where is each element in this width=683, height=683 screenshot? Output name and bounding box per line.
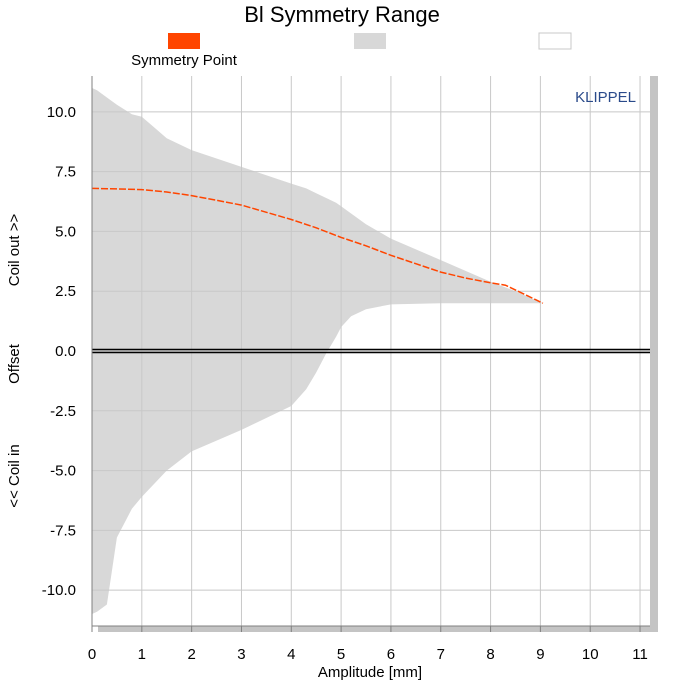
x-tick-label: 0 <box>88 646 96 663</box>
symmetry-point-line <box>91 187 544 304</box>
x-tick-label: 11 <box>632 646 648 663</box>
y-tick-label: -7.5 <box>50 522 76 539</box>
legend-swatch-0 <box>168 33 200 49</box>
y-tick-labels: -10.0 -7.5 -5.0 -2.5 0.0 2.5 5.0 7.5 10.0 <box>42 104 76 599</box>
x-tick-label: 6 <box>387 646 395 663</box>
x-tick-label: 7 <box>437 646 445 663</box>
y-axis-label-offset: Offset <box>6 343 23 384</box>
y-tick-label: -10.0 <box>42 582 76 599</box>
x-tick-label: 1 <box>138 646 146 663</box>
legend: Symmetry Point <box>131 32 572 69</box>
x-tick-label: 10 <box>582 646 599 663</box>
klippel-brand: KLIPPEL <box>575 89 636 106</box>
plot-shadow-right <box>650 76 658 632</box>
y-tick-label: 10.0 <box>47 104 76 121</box>
plot-shadow-bottom <box>98 626 658 632</box>
y-tick-label: -2.5 <box>50 403 76 420</box>
x-axis-label: Amplitude [mm] <box>318 664 422 681</box>
legend-swatch-1 <box>354 33 386 49</box>
y-axis-label-coil-out: Coil out >> <box>6 213 23 286</box>
chart-title: Bl Symmetry Range <box>244 2 440 27</box>
axes <box>91 76 650 627</box>
symmetry-point-series <box>91 187 544 304</box>
x-tick-label: 5 <box>337 646 345 663</box>
x-tick-label: 8 <box>486 646 494 663</box>
y-axis-label-coil-in: << Coil in <box>6 444 23 507</box>
x-tick-labels: 0 1 2 3 4 5 6 7 8 9 10 11 <box>88 626 648 663</box>
legend-label-0: Symmetry Point <box>131 52 238 69</box>
x-tick-label: 2 <box>187 646 195 663</box>
legend-swatch-2 <box>538 32 572 50</box>
x-tick-label: 3 <box>237 646 245 663</box>
y-tick-label: 0.0 <box>55 343 76 360</box>
x-tick-label: 9 <box>536 646 544 663</box>
y-tick-label: 7.5 <box>55 164 76 181</box>
y-tick-label: 5.0 <box>55 223 76 240</box>
y-tick-label: -5.0 <box>50 463 76 480</box>
x-tick-label: 4 <box>287 646 295 663</box>
y-tick-label: 2.5 <box>55 283 76 300</box>
